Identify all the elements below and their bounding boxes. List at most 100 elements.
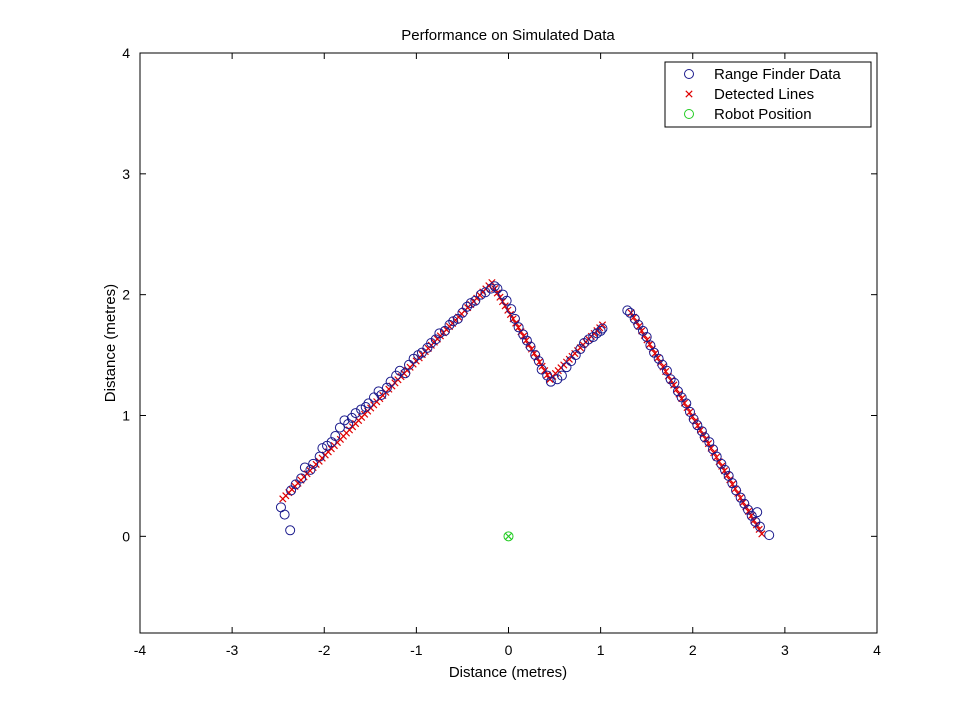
x-tick-label: -4 xyxy=(134,642,147,658)
x-stroke xyxy=(728,480,737,488)
x-stroke xyxy=(538,362,546,370)
x-stroke xyxy=(643,336,651,344)
legend-label-range-finder: Range Finder Data xyxy=(714,66,841,83)
x-stroke xyxy=(506,310,515,319)
detected-line-point xyxy=(514,323,522,332)
range-finder-point xyxy=(330,431,341,442)
y-tick-label: 2 xyxy=(122,287,130,303)
range-finder-point xyxy=(595,325,606,336)
range-finder-point xyxy=(653,353,664,364)
range-finder-point xyxy=(497,289,508,300)
range-finder-point xyxy=(480,287,491,298)
range-finder-point xyxy=(285,525,296,536)
x-tick-label: 0 xyxy=(505,642,513,658)
x-stroke xyxy=(758,530,766,538)
range-finder-point xyxy=(465,298,476,309)
detected-line-point xyxy=(535,358,544,366)
range-finder-point xyxy=(755,521,766,532)
range-finder-point xyxy=(542,370,553,381)
range-finder-point xyxy=(696,426,707,437)
robot-position-cross xyxy=(504,532,513,540)
range-finder-point xyxy=(334,422,345,433)
x-stroke xyxy=(543,371,551,379)
x-stroke xyxy=(672,385,681,394)
x-stroke xyxy=(736,494,745,502)
range-finder-point xyxy=(317,443,328,454)
range-finder-point xyxy=(681,398,692,409)
x-stroke xyxy=(755,525,763,534)
x-tick-label: -2 xyxy=(318,642,331,658)
y-tick-label: 0 xyxy=(122,528,130,544)
x-stroke xyxy=(598,321,607,329)
x-stroke xyxy=(734,489,742,497)
y-tick-label: 1 xyxy=(122,408,130,424)
range-finder-point xyxy=(381,382,392,393)
x-stroke xyxy=(654,354,662,362)
range-finder-point xyxy=(764,530,775,541)
range-finder-point xyxy=(489,281,500,292)
range-finder-point xyxy=(583,334,594,345)
legend-label-robot-position: Robot Position xyxy=(714,106,812,123)
axis-ticks: -4 -3 -2 -1 0 1 2 3 4 0 1 2 3 4 xyxy=(122,45,881,658)
plot-background xyxy=(140,53,877,633)
range-finder-point xyxy=(492,283,503,294)
x-stroke xyxy=(731,485,739,493)
y-tick-label: 4 xyxy=(122,45,130,61)
detected-line-point xyxy=(712,453,721,461)
x-stroke xyxy=(694,421,702,430)
detected-line-point xyxy=(504,306,512,314)
x-stroke xyxy=(520,332,528,340)
x-stroke xyxy=(670,381,678,389)
range-finder-point xyxy=(688,414,699,425)
range-finder-point xyxy=(385,376,396,387)
x-stroke xyxy=(686,408,694,416)
legend-marker-detected-lines xyxy=(685,90,693,98)
legend-box xyxy=(664,61,872,128)
range-finder-point xyxy=(343,418,354,429)
x-stroke xyxy=(630,313,638,321)
detected-line-point xyxy=(755,525,763,534)
legend-label-detected-lines: Detected Lines xyxy=(714,86,814,103)
detected-line-point xyxy=(734,489,742,497)
range-finder-point xyxy=(308,458,319,469)
range-finder-point xyxy=(735,492,746,503)
detected-line-point xyxy=(654,354,662,362)
range-finder-point xyxy=(394,365,405,376)
range-finder-point xyxy=(360,402,371,413)
range-finder-point xyxy=(530,350,541,361)
range-finder-point xyxy=(719,464,730,475)
data-marks xyxy=(275,278,775,542)
x-axis-label: Distance (metres) xyxy=(449,664,567,681)
x-stroke xyxy=(491,285,499,293)
range-finder-point xyxy=(279,509,290,520)
range-finder-point xyxy=(509,313,520,324)
range-finder-point xyxy=(638,325,649,336)
detected-line-point xyxy=(686,408,694,416)
y-tick-label: 3 xyxy=(122,166,130,182)
detected-line-point xyxy=(758,530,766,538)
x-stroke xyxy=(514,323,522,332)
legend-marker-range-finder xyxy=(684,69,694,79)
range-finder-point xyxy=(588,331,599,342)
x-stroke xyxy=(712,453,721,461)
detected-line-point xyxy=(541,366,549,375)
x-stroke xyxy=(535,358,544,366)
x-stroke xyxy=(504,532,513,540)
x-tick-label: 3 xyxy=(781,642,789,658)
range-finder-point xyxy=(326,437,337,448)
legend-marker-robot-position xyxy=(684,109,694,119)
chart-title: Performance on Simulated Data xyxy=(401,27,615,44)
range-finder-point xyxy=(716,458,727,469)
range-finder-point xyxy=(518,329,529,340)
range-finder-point xyxy=(501,295,512,306)
x-stroke xyxy=(720,467,729,475)
x-tick-label: -3 xyxy=(226,642,239,658)
x-tick-label: 4 xyxy=(873,642,881,658)
x-stroke xyxy=(678,394,686,403)
range-finder-point xyxy=(743,504,754,515)
x-stroke xyxy=(685,90,693,98)
range-finder-point xyxy=(356,404,367,415)
range-finder-point xyxy=(731,485,742,496)
robot-position-point xyxy=(503,531,514,542)
